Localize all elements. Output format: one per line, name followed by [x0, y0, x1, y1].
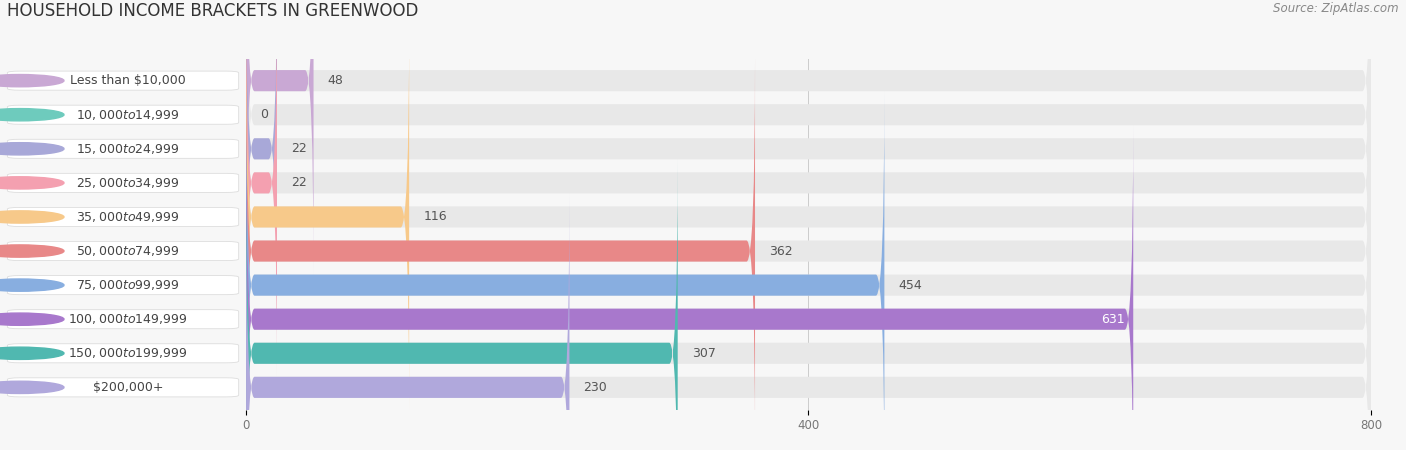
FancyBboxPatch shape: [246, 0, 1371, 343]
Text: 454: 454: [898, 279, 922, 292]
FancyBboxPatch shape: [7, 139, 239, 158]
Circle shape: [0, 211, 65, 223]
FancyBboxPatch shape: [246, 0, 314, 274]
FancyBboxPatch shape: [7, 310, 239, 329]
FancyBboxPatch shape: [246, 57, 1371, 445]
FancyBboxPatch shape: [246, 57, 755, 445]
Text: $15,000 to $24,999: $15,000 to $24,999: [76, 142, 180, 156]
Text: $35,000 to $49,999: $35,000 to $49,999: [76, 210, 180, 224]
FancyBboxPatch shape: [7, 105, 239, 124]
Circle shape: [0, 108, 65, 121]
Text: 0: 0: [260, 108, 269, 121]
FancyBboxPatch shape: [246, 0, 1371, 309]
Text: 230: 230: [583, 381, 607, 394]
FancyBboxPatch shape: [246, 0, 277, 343]
Text: $25,000 to $34,999: $25,000 to $34,999: [76, 176, 180, 190]
Circle shape: [0, 75, 65, 87]
Text: $150,000 to $199,999: $150,000 to $199,999: [69, 346, 187, 360]
FancyBboxPatch shape: [246, 159, 1371, 450]
FancyBboxPatch shape: [7, 207, 239, 226]
Text: $200,000+: $200,000+: [93, 381, 163, 394]
FancyBboxPatch shape: [246, 125, 1133, 450]
FancyBboxPatch shape: [7, 173, 239, 193]
FancyBboxPatch shape: [246, 159, 678, 450]
Text: 22: 22: [291, 176, 307, 189]
Circle shape: [0, 313, 65, 325]
Text: HOUSEHOLD INCOME BRACKETS IN GREENWOOD: HOUSEHOLD INCOME BRACKETS IN GREENWOOD: [7, 2, 419, 20]
Text: Source: ZipAtlas.com: Source: ZipAtlas.com: [1274, 2, 1399, 15]
FancyBboxPatch shape: [246, 0, 277, 377]
FancyBboxPatch shape: [7, 378, 239, 397]
FancyBboxPatch shape: [246, 194, 1371, 450]
FancyBboxPatch shape: [7, 344, 239, 363]
Text: 22: 22: [291, 142, 307, 155]
Text: 116: 116: [423, 211, 447, 224]
Text: $50,000 to $74,999: $50,000 to $74,999: [76, 244, 180, 258]
Text: 631: 631: [1101, 313, 1125, 326]
FancyBboxPatch shape: [7, 242, 239, 261]
Text: Less than $10,000: Less than $10,000: [70, 74, 186, 87]
Text: $10,000 to $14,999: $10,000 to $14,999: [76, 108, 180, 122]
FancyBboxPatch shape: [246, 194, 569, 450]
Text: 362: 362: [769, 244, 793, 257]
FancyBboxPatch shape: [246, 125, 1371, 450]
FancyBboxPatch shape: [246, 23, 1371, 411]
FancyBboxPatch shape: [7, 275, 239, 295]
Circle shape: [0, 177, 65, 189]
FancyBboxPatch shape: [246, 91, 1371, 450]
FancyBboxPatch shape: [246, 0, 1371, 377]
Circle shape: [0, 347, 65, 360]
FancyBboxPatch shape: [246, 23, 409, 411]
FancyBboxPatch shape: [246, 91, 884, 450]
FancyBboxPatch shape: [246, 0, 1371, 274]
Circle shape: [0, 143, 65, 155]
Text: $75,000 to $99,999: $75,000 to $99,999: [76, 278, 180, 292]
Text: 307: 307: [692, 347, 716, 360]
Text: $100,000 to $149,999: $100,000 to $149,999: [69, 312, 187, 326]
Circle shape: [0, 245, 65, 257]
Circle shape: [0, 279, 65, 291]
FancyBboxPatch shape: [7, 71, 239, 90]
Text: 48: 48: [328, 74, 343, 87]
Circle shape: [0, 381, 65, 393]
